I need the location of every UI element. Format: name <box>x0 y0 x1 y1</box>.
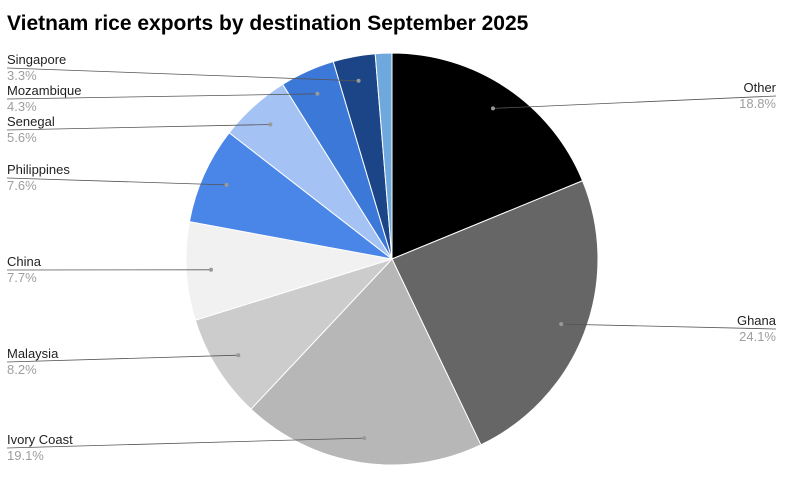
slice-label-china: China <box>7 254 42 269</box>
slice-label-philippines: Philippines <box>7 162 70 177</box>
pie-slice-other <box>391 52 584 260</box>
slice-percent-ghana: 24.1% <box>739 329 776 344</box>
leader-dot-china <box>209 267 213 272</box>
leader-line-philippines <box>6 177 227 186</box>
slice-percent-china: 7.7% <box>7 270 37 285</box>
leader-dot-ivory-coast <box>362 436 367 441</box>
pie-slices <box>185 52 599 466</box>
slice-percent-mozambique: 4.3% <box>7 99 37 114</box>
pie-slice-ivory-coast <box>250 258 482 466</box>
pie-slice-philippines <box>188 132 393 260</box>
slice-percent-malaysia: 8.2% <box>7 362 37 377</box>
leader-dot-mozambique <box>315 91 320 96</box>
pie-slice-ghana <box>391 180 599 446</box>
slice-percent-senegal: 5.6% <box>7 130 37 145</box>
slice-percent-other: 18.8% <box>739 96 776 111</box>
slice-label-ivory-coast: Ivory Coast <box>7 432 73 447</box>
pie-slice-unlabeled-9 <box>374 52 393 260</box>
leader-line-ghana <box>561 323 777 330</box>
leader-line-singapore <box>6 67 359 82</box>
slice-percent-singapore: 3.3% <box>7 68 37 83</box>
chart-title: Vietnam rice exports by destination Sept… <box>7 12 529 35</box>
leader-dot-philippines <box>224 182 229 187</box>
slice-label-mozambique: Mozambique <box>7 83 81 98</box>
slice-label-senegal: Senegal <box>7 114 55 129</box>
leader-line-other <box>492 95 777 109</box>
leader-dot-malaysia <box>236 353 241 358</box>
slice-label-ghana: Ghana <box>737 313 777 328</box>
slice-label-malaysia: Malaysia <box>7 346 59 361</box>
slice-label-other: Other <box>743 80 776 95</box>
leader-line-senegal <box>6 124 271 131</box>
pie-slice-malaysia <box>194 257 394 410</box>
leader-line-ivory-coast <box>6 437 365 449</box>
slice-label-singapore: Singapore <box>7 52 66 67</box>
leader-dot-ghana <box>559 322 564 327</box>
slice-percent-ivory-coast: 19.1% <box>7 448 44 463</box>
pie-slice-china <box>185 221 393 321</box>
leader-dot-other <box>491 106 495 111</box>
leader-dot-singapore <box>356 78 361 83</box>
leader-line-malaysia <box>6 354 239 363</box>
slice-percent-philippines: 7.6% <box>7 178 37 193</box>
leader-line-mozambique <box>6 93 318 100</box>
leader-lines <box>6 67 777 449</box>
leader-dot-senegal <box>268 122 273 127</box>
